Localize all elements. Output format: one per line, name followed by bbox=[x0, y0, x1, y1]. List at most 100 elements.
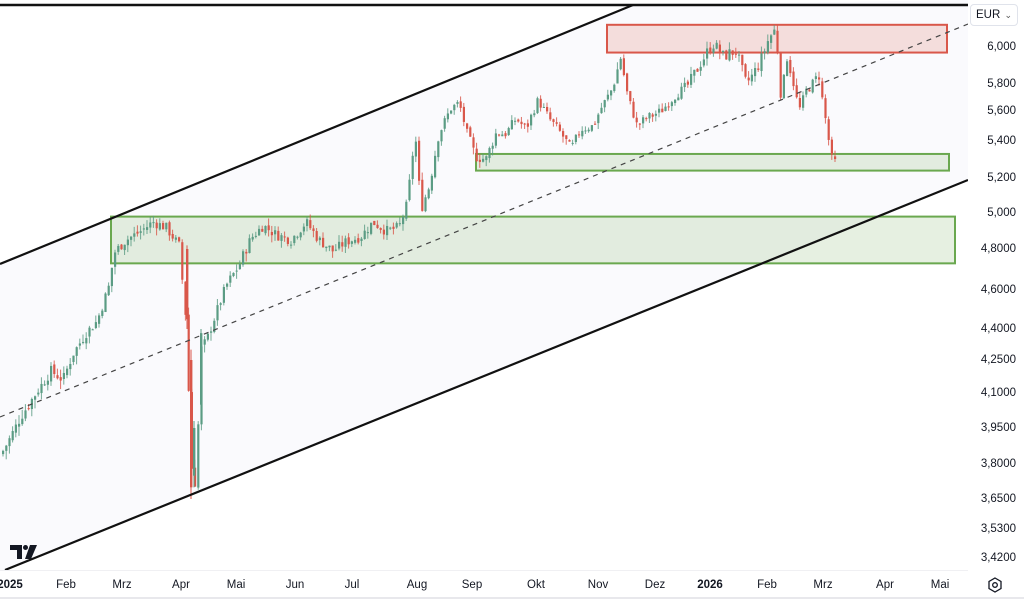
candle-body bbox=[766, 41, 769, 53]
candle-body bbox=[482, 158, 485, 162]
candle-body bbox=[597, 114, 600, 124]
candle-body bbox=[389, 227, 392, 229]
candle-body bbox=[738, 54, 741, 56]
candle-body bbox=[430, 175, 433, 191]
candle-body bbox=[338, 241, 341, 249]
price-axis[interactable]: 6,000 5,800 5,600 5,400 5,200 5,000 4,8000 4,60… bbox=[968, 0, 1024, 570]
candle-body bbox=[478, 159, 481, 162]
candle-body bbox=[357, 238, 360, 243]
time-axis[interactable]: 2025 Feb Mrz Apr Mai Jun Jul Aug Sep Okt Nov Dez 202… bbox=[0, 570, 968, 600]
candle-body bbox=[418, 140, 421, 181]
price-tick-label: 5,800 bbox=[987, 78, 1016, 90]
candle-body bbox=[466, 123, 469, 129]
candle-body bbox=[370, 222, 373, 234]
price-tick-label: 3,5300 bbox=[980, 523, 1016, 535]
candle-body bbox=[523, 123, 526, 125]
time-tick-label: Nov bbox=[587, 579, 609, 591]
time-tick-label: Jul bbox=[344, 579, 360, 591]
candle-body bbox=[475, 148, 478, 162]
currency-selector[interactable]: EUR ⌄ bbox=[970, 4, 1018, 26]
time-tick-label: Apr bbox=[172, 579, 190, 591]
candle-body bbox=[82, 341, 85, 343]
candle-body bbox=[638, 123, 641, 125]
candle-body bbox=[565, 135, 568, 140]
candle-body bbox=[827, 119, 830, 140]
candle-body bbox=[286, 237, 289, 244]
candle-body bbox=[626, 73, 629, 92]
price-tick-label: 4,4000 bbox=[980, 323, 1016, 335]
price-tick-label: 5,000 bbox=[987, 207, 1016, 219]
candle-body bbox=[661, 108, 664, 113]
candle-body bbox=[488, 148, 491, 159]
candle-body bbox=[184, 281, 187, 315]
candle-body bbox=[85, 338, 88, 344]
candle-body bbox=[546, 106, 549, 112]
candle-body bbox=[642, 117, 645, 124]
candle-body bbox=[162, 223, 165, 230]
candle-body bbox=[533, 113, 536, 116]
gear-icon[interactable] bbox=[986, 576, 1004, 594]
price-tick-label: 5,600 bbox=[987, 105, 1016, 117]
time-tick-label: Jun bbox=[285, 579, 305, 591]
candle-body bbox=[354, 239, 357, 243]
candle-body bbox=[341, 242, 344, 247]
candle-body bbox=[501, 134, 504, 137]
candle-body bbox=[194, 467, 197, 487]
candle-body bbox=[485, 156, 488, 161]
candle-body bbox=[453, 104, 456, 111]
support-zone bbox=[475, 152, 950, 172]
candle-body bbox=[712, 48, 715, 53]
candle-body bbox=[190, 360, 193, 488]
time-tick-label: Mai bbox=[226, 579, 246, 591]
candle-body bbox=[763, 51, 766, 54]
candle-body bbox=[203, 339, 206, 345]
candle-body bbox=[229, 275, 232, 283]
time-tick-label: Feb bbox=[56, 579, 76, 591]
candle-body bbox=[197, 424, 200, 488]
candle-body bbox=[290, 244, 293, 246]
candle-body bbox=[539, 98, 542, 108]
candle-body bbox=[811, 79, 814, 93]
candle-body bbox=[613, 84, 616, 91]
candle-body bbox=[610, 90, 613, 96]
candle-body bbox=[69, 363, 72, 370]
candle-body bbox=[373, 220, 376, 226]
candle-body bbox=[206, 333, 209, 340]
candle-body bbox=[114, 252, 117, 267]
candle-body bbox=[590, 125, 593, 131]
candle-body bbox=[149, 222, 152, 228]
candle-body bbox=[504, 133, 507, 137]
candle-body bbox=[414, 141, 417, 157]
price-tick-label: 3,4200 bbox=[980, 552, 1016, 564]
outside-channel-top bbox=[0, 0, 968, 264]
candle-body bbox=[248, 238, 251, 254]
candle-body bbox=[699, 66, 702, 71]
candle-body bbox=[91, 329, 94, 331]
candle-body bbox=[574, 134, 577, 142]
candle-body bbox=[629, 91, 632, 102]
candle-body bbox=[530, 114, 533, 126]
candle-body bbox=[222, 287, 225, 303]
candle-body bbox=[744, 64, 747, 77]
candle-body bbox=[792, 71, 795, 87]
candle-body bbox=[50, 365, 53, 382]
candle-body bbox=[34, 396, 37, 400]
candle-body bbox=[366, 232, 369, 234]
candle-body bbox=[830, 139, 833, 155]
candle-body bbox=[402, 216, 405, 225]
price-tick-label: 3,8000 bbox=[980, 458, 1016, 470]
candle-body bbox=[238, 264, 241, 270]
candle-body bbox=[619, 58, 622, 70]
candle-body bbox=[261, 228, 264, 232]
plot-area[interactable] bbox=[0, 0, 968, 570]
candle-body bbox=[741, 54, 744, 66]
candle-body bbox=[8, 438, 11, 447]
candle-body bbox=[395, 223, 398, 228]
candle-body bbox=[75, 347, 78, 356]
candle-body bbox=[251, 236, 254, 240]
candle-body bbox=[664, 106, 667, 111]
candle-body bbox=[437, 141, 440, 158]
candle-body bbox=[782, 74, 785, 99]
candle-body bbox=[690, 73, 693, 85]
